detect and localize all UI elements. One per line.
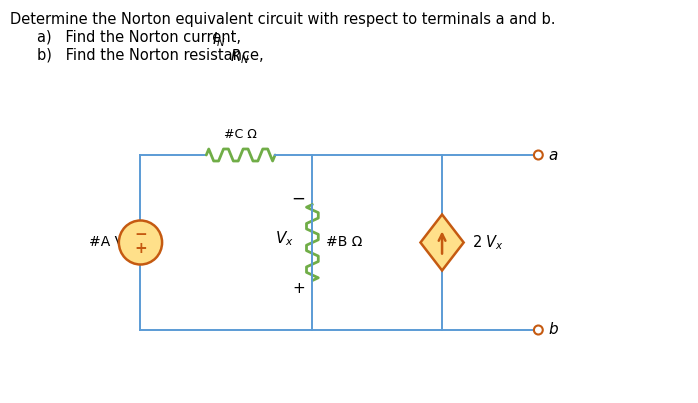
Text: +: + [292, 281, 305, 296]
Text: +: + [134, 241, 147, 256]
Text: −: − [292, 189, 306, 208]
Text: $V_x$: $V_x$ [276, 229, 295, 248]
Text: b: b [548, 322, 558, 337]
Circle shape [119, 220, 162, 264]
Text: a)   Find the Norton current,: a) Find the Norton current, [37, 30, 246, 45]
Circle shape [534, 150, 543, 160]
Text: #C Ω: #C Ω [224, 128, 257, 141]
Text: −: − [134, 227, 147, 242]
Text: a: a [548, 147, 558, 162]
Text: #A V: #A V [89, 235, 124, 249]
Circle shape [534, 326, 543, 334]
Text: $\mathit{I}_{\mathit{N}}$: $\mathit{I}_{\mathit{N}}$ [212, 30, 226, 49]
Text: b)   Find the Norton resistance,: b) Find the Norton resistance, [37, 47, 269, 62]
Text: Determine the Norton equivalent circuit with respect to terminals a and b.: Determine the Norton equivalent circuit … [10, 12, 556, 27]
Text: $\mathit{R}_{\mathit{N}}$: $\mathit{R}_{\mathit{N}}$ [230, 47, 249, 66]
Text: 2 $V_x$: 2 $V_x$ [472, 233, 504, 252]
Polygon shape [420, 214, 463, 270]
Text: #B Ω: #B Ω [326, 235, 362, 249]
